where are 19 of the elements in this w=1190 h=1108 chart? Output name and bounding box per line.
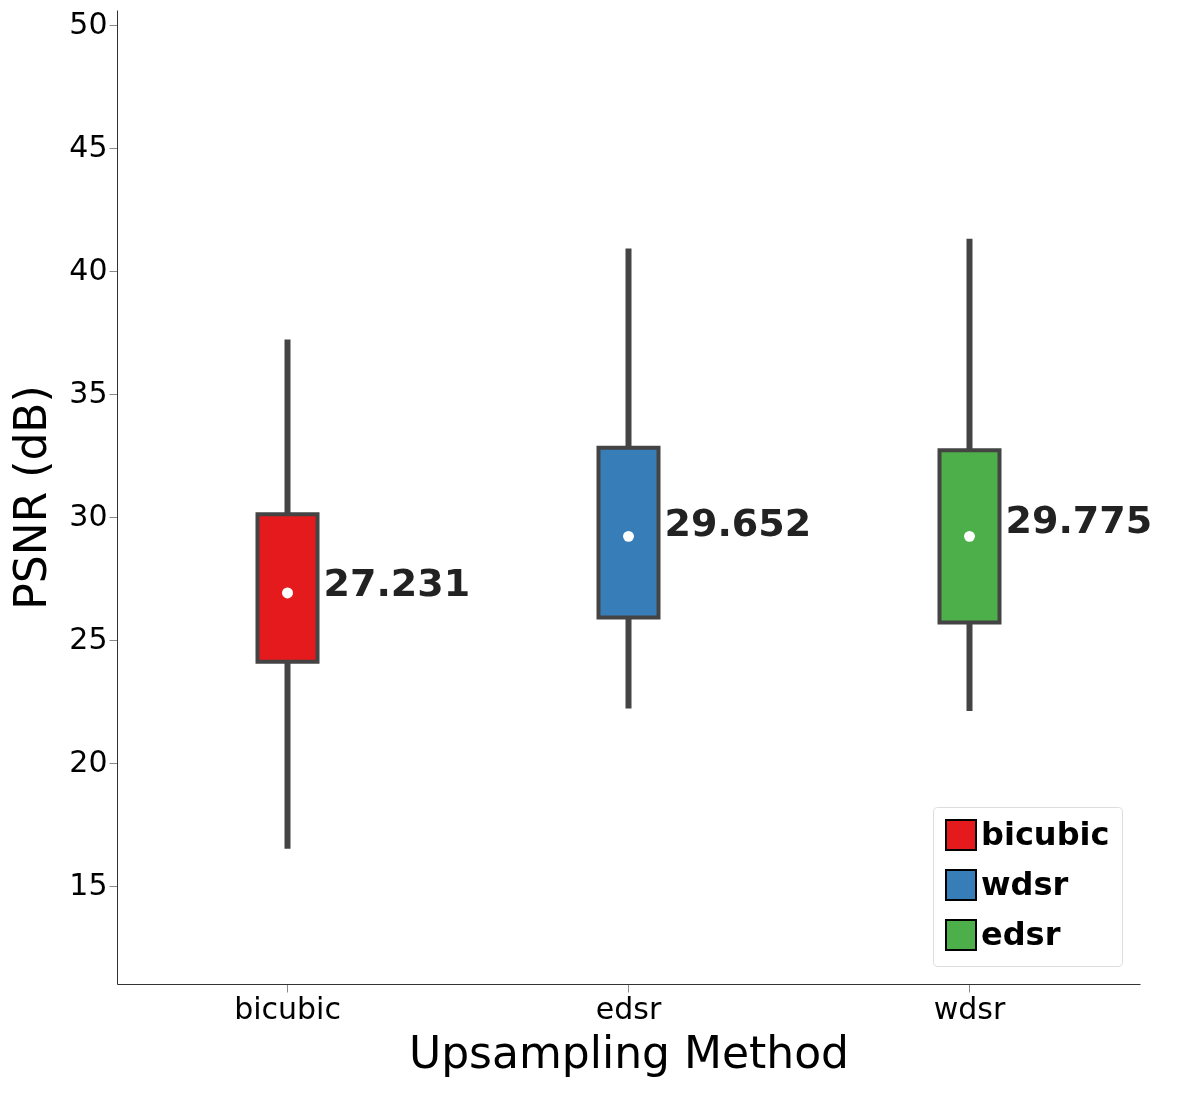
y-tick-label: 40	[69, 252, 108, 288]
x-tick-label: edsr	[595, 990, 662, 1026]
y-tick-label: 20	[69, 744, 108, 780]
annotation: 27.231	[323, 560, 471, 605]
annotation: 29.652	[664, 501, 812, 546]
y-tick-label: 35	[69, 375, 108, 411]
y-tick-label: 15	[69, 867, 108, 903]
x-axis-title: Upsampling Method	[408, 1026, 850, 1078]
legend-label: edsr	[981, 915, 1061, 953]
annotation: 29.775	[1005, 498, 1153, 543]
y-tick-label: 50	[69, 6, 108, 42]
y-tick-label: 25	[69, 621, 108, 657]
y-axis-title: PSNR (dB)	[5, 385, 57, 610]
x-tick-label: wdsr	[933, 990, 1006, 1026]
legend-label: bicubic	[981, 815, 1110, 853]
x-tick-label: bicubic	[234, 990, 341, 1026]
legend-label: wdsr	[981, 865, 1069, 903]
y-tick-label: 30	[69, 498, 108, 534]
y-tick-label: 45	[69, 129, 108, 165]
